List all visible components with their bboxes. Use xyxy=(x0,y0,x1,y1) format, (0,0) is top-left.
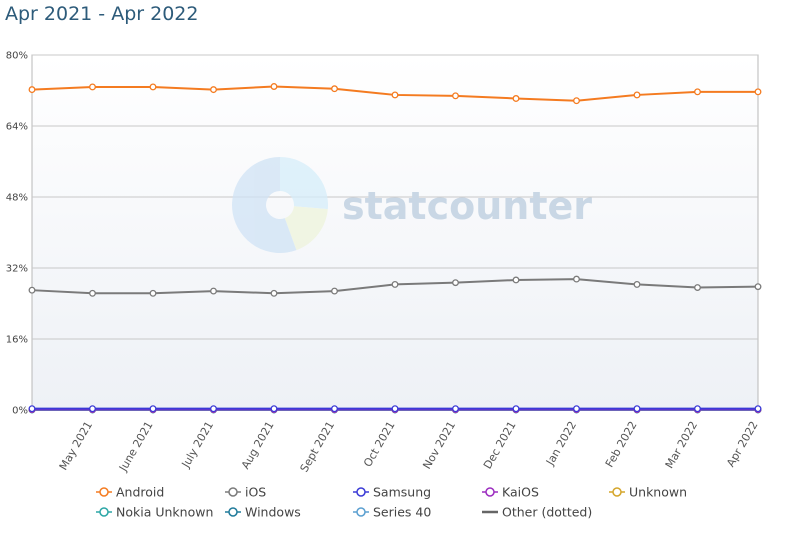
legend-label: iOS xyxy=(245,485,266,500)
data-point[interactable] xyxy=(270,289,278,297)
data-point[interactable] xyxy=(694,405,701,413)
series-samsung xyxy=(28,405,762,413)
y-tick-label: 16% xyxy=(6,335,28,346)
y-tick-label: 48% xyxy=(6,193,28,204)
legend-label: KaiOS xyxy=(502,485,539,500)
legend-marker-icon xyxy=(228,487,238,497)
legend-label: Unknown xyxy=(629,485,687,500)
data-point[interactable] xyxy=(573,275,580,283)
data-point[interactable] xyxy=(28,286,36,294)
data-point[interactable] xyxy=(89,405,96,413)
y-tick-label: 64% xyxy=(6,122,28,133)
x-tick-label: Aug 2021 xyxy=(239,419,277,471)
x-tick-label: Feb 2022 xyxy=(603,419,640,470)
data-point[interactable] xyxy=(89,83,96,91)
data-point[interactable] xyxy=(331,287,338,295)
x-tick-label: June 2021 xyxy=(116,419,155,474)
legend-marker-icon xyxy=(99,487,109,497)
x-tick-label: Jan 2022 xyxy=(543,419,579,468)
chart-title: Apr 2021 - Apr 2022 xyxy=(5,3,199,25)
data-point[interactable] xyxy=(270,405,278,413)
data-point[interactable] xyxy=(28,86,36,94)
y-tick-label: 0% xyxy=(12,406,28,417)
legend-marker-icon xyxy=(228,507,238,517)
data-point[interactable] xyxy=(391,280,399,288)
data-point[interactable] xyxy=(149,289,157,297)
x-tick-label: May 2021 xyxy=(57,419,95,472)
legend-item-samsung[interactable]: Samsung xyxy=(353,485,431,500)
data-point[interactable] xyxy=(512,405,520,413)
legend-marker-icon xyxy=(356,507,366,517)
x-tick-label: Apr 2022 xyxy=(724,419,761,469)
y-tick-label: 32% xyxy=(6,264,28,275)
legend-label: Other (dotted) xyxy=(502,505,592,520)
x-tick-label: Sept 2021 xyxy=(298,419,338,474)
data-point[interactable] xyxy=(694,88,701,96)
legend-label: Nokia Unknown xyxy=(116,505,213,520)
y-tick-label: 80% xyxy=(6,51,28,62)
legend-item-series-40[interactable]: Series 40 xyxy=(353,505,431,520)
data-point[interactable] xyxy=(270,83,278,90)
data-point[interactable] xyxy=(573,97,580,105)
data-point[interactable] xyxy=(391,405,399,413)
legend-label: Samsung xyxy=(373,485,431,500)
x-tick-label: Nov 2021 xyxy=(420,419,458,471)
data-point[interactable] xyxy=(694,284,701,291)
data-point[interactable] xyxy=(149,83,157,91)
legend-item-kaios[interactable]: KaiOS xyxy=(482,485,539,500)
plot-area xyxy=(31,54,759,411)
data-point[interactable] xyxy=(149,405,157,413)
data-point[interactable] xyxy=(331,85,338,93)
data-point[interactable] xyxy=(452,405,459,413)
data-point[interactable] xyxy=(452,92,459,100)
legend-label: Windows xyxy=(245,505,301,520)
series-android xyxy=(28,83,762,105)
x-tick-label: Oct 2021 xyxy=(361,419,398,469)
legend-item-ios[interactable]: iOS xyxy=(225,485,266,500)
legend-marker-icon xyxy=(612,487,622,497)
legend-marker-icon xyxy=(99,507,109,517)
data-point[interactable] xyxy=(573,405,580,413)
data-point[interactable] xyxy=(331,405,338,413)
data-point[interactable] xyxy=(391,91,399,99)
series-ios xyxy=(28,275,762,297)
data-point[interactable] xyxy=(512,276,520,284)
legend-item-unknown[interactable]: Unknown xyxy=(609,485,687,500)
data-point[interactable] xyxy=(633,280,641,288)
data-point[interactable] xyxy=(210,86,217,94)
legend-marker-icon xyxy=(356,487,366,497)
legend-marker-icon xyxy=(485,487,495,497)
data-point[interactable] xyxy=(754,88,762,96)
statcounter-logo-watermark xyxy=(231,157,328,253)
data-point[interactable] xyxy=(633,91,641,99)
data-point[interactable] xyxy=(210,287,217,295)
data-point[interactable] xyxy=(89,289,96,297)
legend-item-nokia-unknown[interactable]: Nokia Unknown xyxy=(96,505,213,520)
data-point[interactable] xyxy=(452,279,459,287)
data-point[interactable] xyxy=(512,95,520,102)
watermark-text: statcounter xyxy=(342,184,592,228)
data-point[interactable] xyxy=(754,405,762,413)
legend-label: Android xyxy=(116,485,164,500)
legend-item-windows[interactable]: Windows xyxy=(225,505,301,520)
legend-item-other-dotted[interactable]: Other (dotted) xyxy=(482,505,592,520)
x-tick-label: Dec 2021 xyxy=(481,419,519,471)
legend-item-android[interactable]: Android xyxy=(96,485,164,500)
x-tick-label: Mar 2022 xyxy=(663,419,700,471)
data-point[interactable] xyxy=(633,405,641,413)
data-point[interactable] xyxy=(28,405,36,413)
x-tick-label: July 2021 xyxy=(179,419,216,471)
legend-label: Series 40 xyxy=(373,505,431,520)
data-point[interactable] xyxy=(210,405,217,413)
data-point[interactable] xyxy=(754,283,762,291)
